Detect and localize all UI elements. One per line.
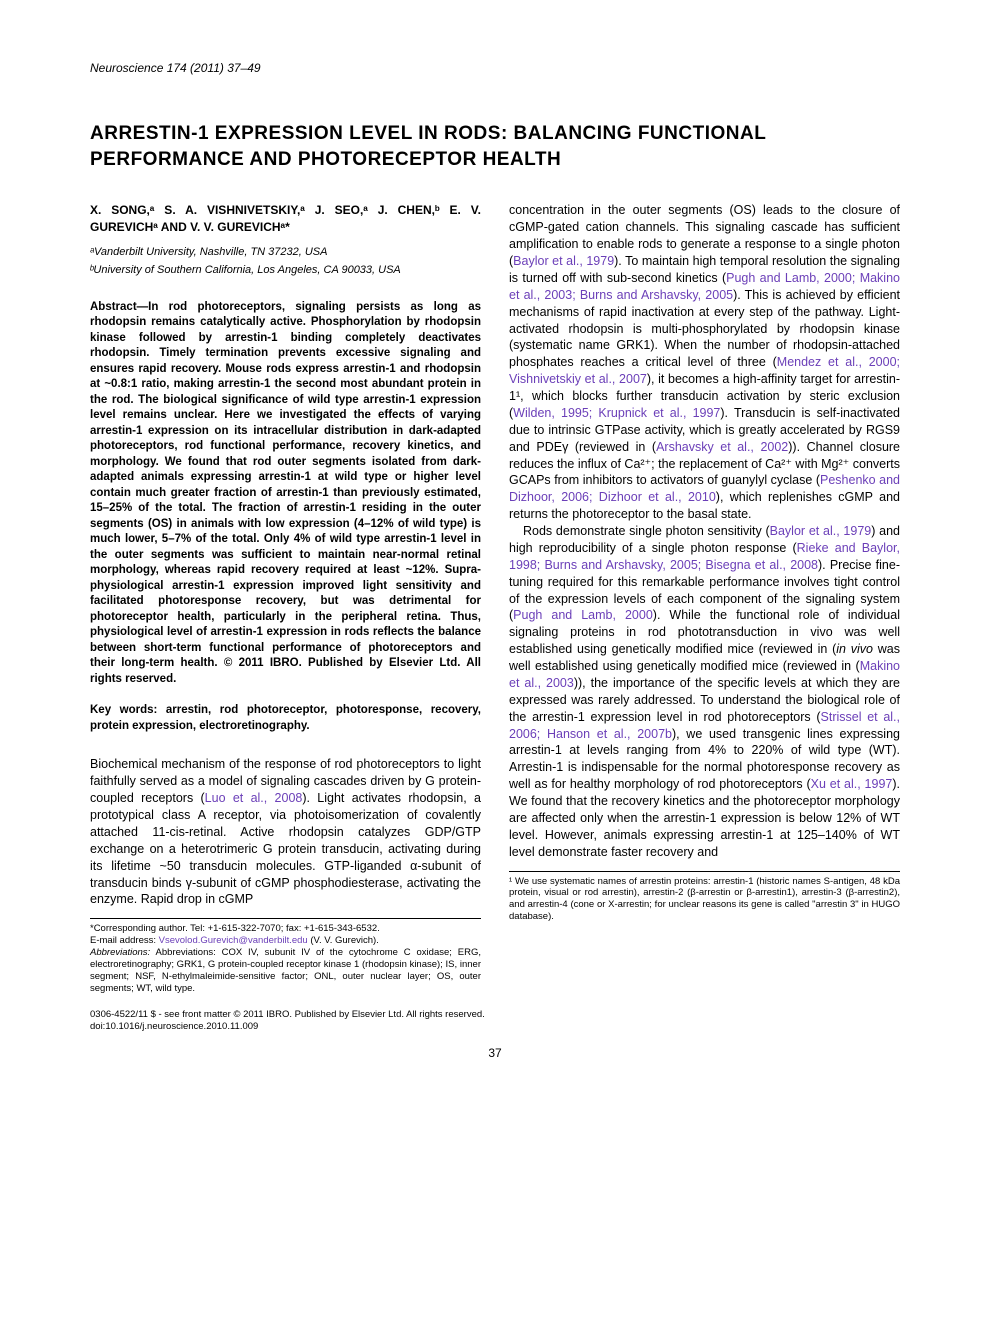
para-intro: Biochemical mechanism of the response of…: [90, 756, 481, 908]
citation-link[interactable]: Pugh and Lamb, 2000: [513, 608, 653, 622]
para-continued: concentration in the outer segments (OS)…: [509, 202, 900, 523]
para-rods: Rods demonstrate single photon sensitivi…: [509, 523, 900, 861]
citation-link[interactable]: Xu et al., 1997: [811, 777, 893, 791]
left-column: X. SONG,ᵃ S. A. VISHNIVETSKIY,ᵃ J. SEO,ᵃ…: [90, 202, 481, 994]
keywords: Key words: arrestin, rod photoreceptor, …: [90, 703, 481, 734]
article-title: ARRESTIN-1 EXPRESSION LEVEL IN RODS: BAL…: [90, 121, 900, 172]
citation-link[interactable]: Baylor et al., 1979: [770, 524, 872, 538]
email-line: E-mail address: Vsevolod.Gurevich@vander…: [90, 935, 481, 947]
footnotes-left: *Corresponding author. Tel: +1-615-322-7…: [90, 918, 481, 994]
page-number: 37: [90, 1045, 900, 1061]
right-column: concentration in the outer segments (OS)…: [509, 202, 900, 994]
para1-post: ). Light activates rhodopsin, a prototyp…: [90, 791, 481, 906]
two-column-layout: X. SONG,ᵃ S. A. VISHNIVETSKIY,ᵃ J. SEO,ᵃ…: [90, 202, 900, 994]
body-right: concentration in the outer segments (OS)…: [509, 202, 900, 860]
doi: doi:10.1016/j.neuroscience.2010.11.009: [90, 1021, 900, 1033]
affiliation-b: ᵇUniversity of Southern California, Los …: [90, 263, 481, 278]
copyright: 0306-4522/11 $ - see front matter © 2011…: [90, 1009, 900, 1021]
authors-list: X. SONG,ᵃ S. A. VISHNIVETSKIY,ᵃ J. SEO,ᵃ…: [90, 202, 481, 234]
body-left: Biochemical mechanism of the response of…: [90, 756, 481, 908]
citation-link[interactable]: Wilden, 1995; Krupnick et al., 1997: [513, 406, 720, 420]
p3a: Rods demonstrate single photon sensitivi…: [523, 524, 770, 538]
journal-header: Neuroscience 174 (2011) 37–49: [90, 60, 900, 76]
email-link[interactable]: Vsevolod.Gurevich@vanderbilt.edu: [159, 935, 308, 946]
affiliations: ᵃVanderbilt University, Nashville, TN 37…: [90, 245, 481, 278]
abstract-text: Abstract—In rod photoreceptors, signalin…: [90, 300, 481, 688]
footnote-1: ¹ We use systematic names of arrestin pr…: [509, 876, 900, 924]
citation-link[interactable]: Luo et al., 2008: [205, 791, 303, 805]
footnotes-right: ¹ We use systematic names of arrestin pr…: [509, 871, 900, 924]
corresponding-author: *Corresponding author. Tel: +1-615-322-7…: [90, 923, 481, 935]
citation-link[interactable]: Arshavsky et al., 2002: [656, 440, 788, 454]
affiliation-a: ᵃVanderbilt University, Nashville, TN 37…: [90, 245, 481, 260]
email-post: (V. V. Gurevich).: [308, 935, 379, 946]
abbreviations: Abbreviations: Abbreviations: COX IV, su…: [90, 947, 481, 995]
rights-line: 0306-4522/11 $ - see front matter © 2011…: [90, 1009, 900, 1034]
citation-link[interactable]: Baylor et al., 1979: [513, 254, 614, 268]
email-label: E-mail address:: [90, 935, 159, 946]
